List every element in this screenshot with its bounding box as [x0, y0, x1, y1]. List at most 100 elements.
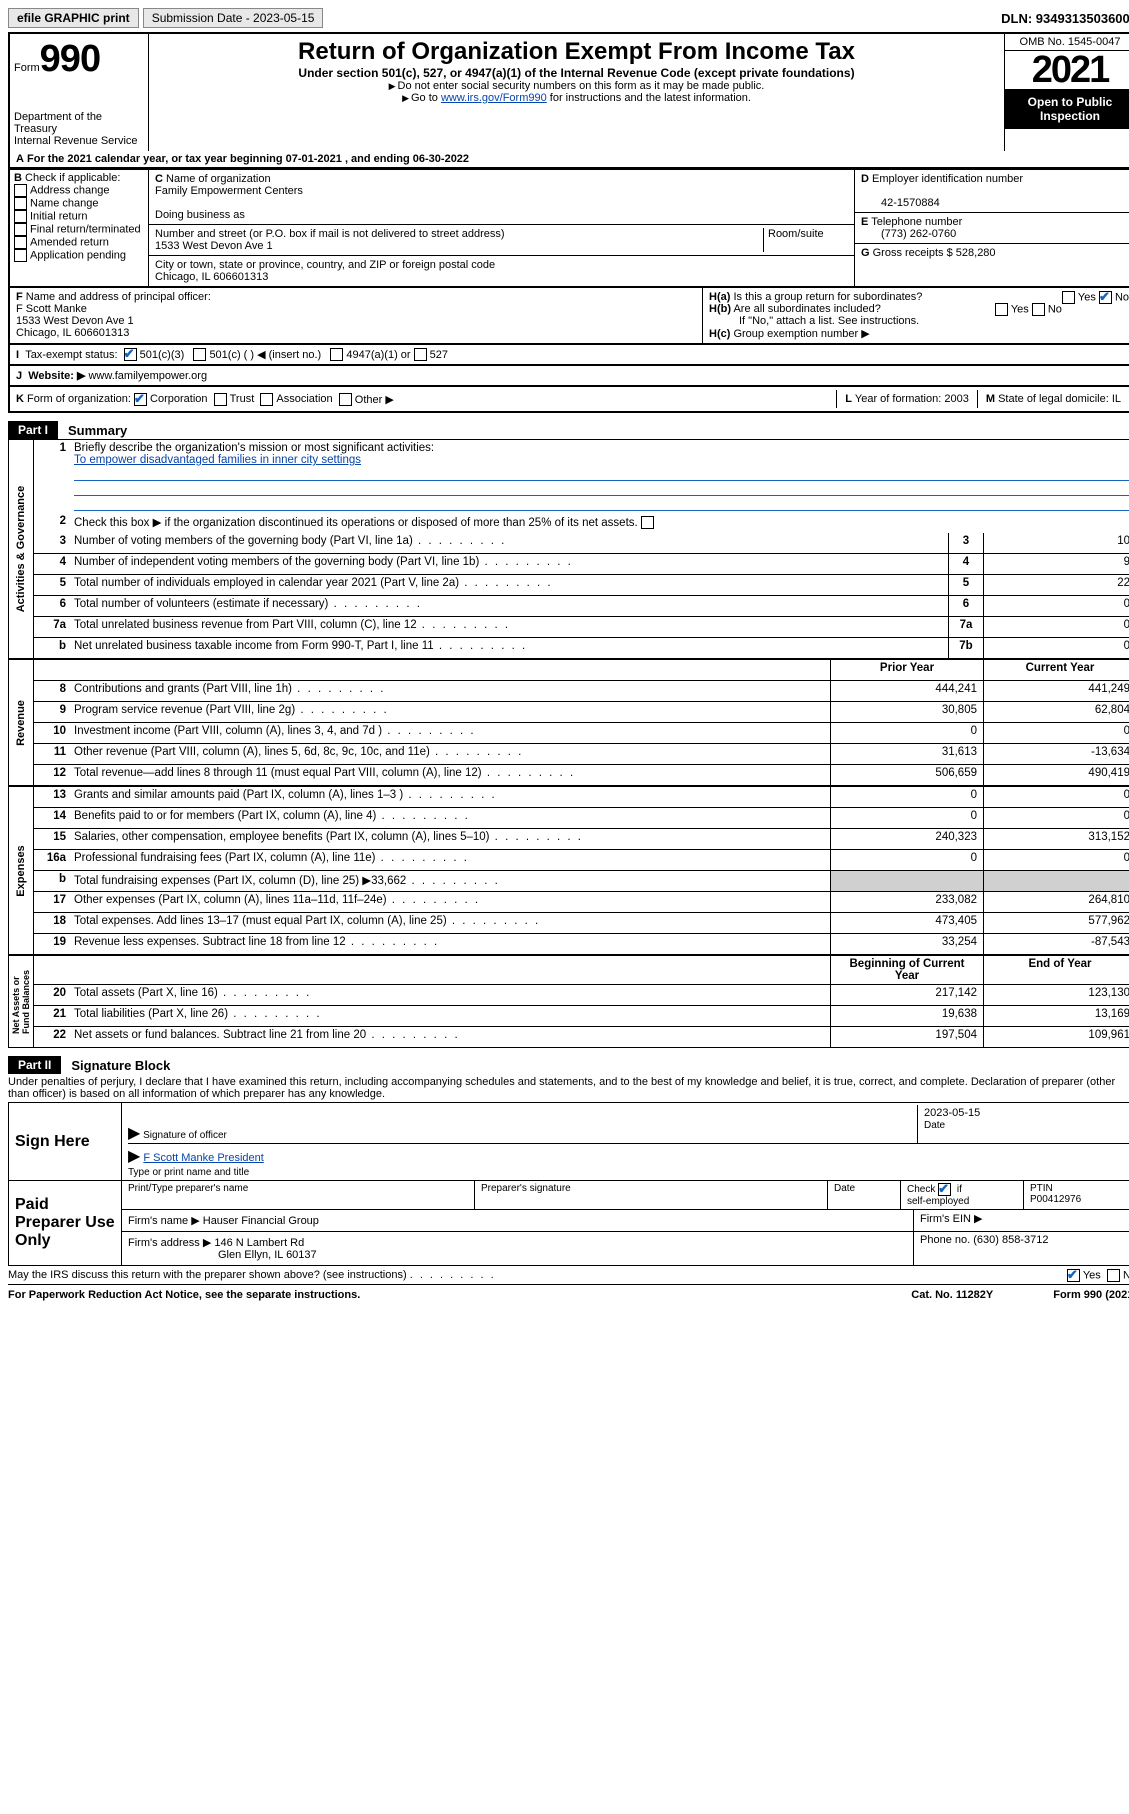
- chk-hb-yes[interactable]: [995, 303, 1008, 316]
- sig-officer-label: Signature of officer: [143, 1130, 227, 1141]
- activities-governance: Activities & Governance 1 Briefly descri…: [8, 439, 1129, 659]
- note-goto-prefix: Go to: [402, 92, 441, 104]
- chk-final-return[interactable]: [14, 223, 27, 236]
- officer-name: F Scott Manke: [16, 303, 87, 315]
- yes-label: Yes: [1078, 291, 1096, 303]
- phone-value: (773) 262-0760: [861, 228, 956, 240]
- i-opt-1: 501(c) ( ) ◀ (insert no.): [209, 348, 321, 361]
- sig-date: 2023-05-15: [924, 1107, 980, 1119]
- chk-discuss-no[interactable]: [1107, 1269, 1120, 1282]
- ptin-value: P00412976: [1030, 1194, 1081, 1205]
- part2-label: Part II: [8, 1056, 61, 1074]
- dln-value: DLN: 93493135036003: [1001, 11, 1129, 26]
- vside-expenses: Expenses: [15, 845, 27, 896]
- chk-name-change[interactable]: [14, 197, 27, 210]
- officer-addr1: 1533 West Devon Ave 1: [16, 315, 134, 327]
- k-opt-1: Trust: [230, 393, 255, 405]
- l-label: Year of formation:: [855, 393, 941, 405]
- chk-self-employed[interactable]: [938, 1183, 951, 1196]
- website-value: www.familyempower.org: [88, 370, 207, 382]
- summary-row: 21Total liabilities (Part X, line 26)19,…: [34, 1006, 1129, 1027]
- form-subtitle: Under section 501(c), 527, or 4947(a)(1)…: [157, 66, 996, 80]
- letter-i: I: [16, 349, 19, 361]
- firm-addr2: Glen Ellyn, IL 60137: [128, 1249, 317, 1261]
- a-line-text: For the 2021 calendar year, or tax year …: [27, 153, 469, 165]
- b-item-2: Initial return: [30, 210, 87, 222]
- firm-ein-label: Firm's EIN ▶: [920, 1213, 983, 1225]
- org-city: Chicago, IL 606601313: [155, 271, 268, 283]
- i-opt-3: 527: [430, 349, 448, 361]
- e-label: Telephone number: [871, 216, 962, 228]
- prep-sig-label: Preparer's signature: [474, 1181, 827, 1209]
- hb-note: If "No," attach a list. See instructions…: [709, 315, 919, 327]
- summary-row: 19Revenue less expenses. Subtract line 1…: [34, 934, 1129, 954]
- chk-address-change[interactable]: [14, 184, 27, 197]
- chk-initial-return[interactable]: [14, 210, 27, 223]
- chk-501c[interactable]: [193, 348, 206, 361]
- letter-k: K: [16, 393, 24, 405]
- irs-link[interactable]: www.irs.gov/Form990: [441, 92, 547, 104]
- letter-j: J: [16, 370, 22, 382]
- firm-phone-label: Phone no.: [920, 1234, 970, 1246]
- summary-row: 7aTotal unrelated business revenue from …: [34, 617, 1129, 638]
- summary-row: 13Grants and similar amounts paid (Part …: [34, 787, 1129, 808]
- dba-label: Doing business as: [155, 209, 245, 221]
- col-prior: Prior Year: [830, 660, 983, 680]
- chk-4947[interactable]: [330, 348, 343, 361]
- yes-label-2: Yes: [1011, 303, 1029, 315]
- summary-row: 16aProfessional fundraising fees (Part I…: [34, 850, 1129, 871]
- b-item-5: Application pending: [30, 249, 126, 261]
- letter-g: G: [861, 247, 870, 259]
- chk-other[interactable]: [339, 393, 352, 406]
- no-label-2: No: [1048, 303, 1062, 315]
- b-item-3: Final return/terminated: [30, 223, 141, 235]
- letter-b: B: [14, 172, 22, 184]
- officer-name-title: F Scott Manke President: [143, 1152, 263, 1164]
- form-title: Return of Organization Exempt From Incom…: [157, 38, 996, 66]
- part1-header: Part I Summary: [8, 421, 1129, 439]
- org-address: 1533 West Devon Ave 1: [155, 240, 273, 252]
- irs-label: Internal Revenue Service: [14, 135, 144, 147]
- mission-text[interactable]: To empower disadvantaged families in inn…: [74, 454, 361, 466]
- letter-f: F: [16, 291, 23, 303]
- prep-name-label: Print/Type preparer's name: [122, 1181, 474, 1209]
- chk-amended[interactable]: [14, 236, 27, 249]
- i-opt-2: 4947(a)(1) or: [346, 349, 410, 361]
- chk-527[interactable]: [414, 348, 427, 361]
- letter-m: M: [986, 393, 995, 405]
- d-label: Employer identification number: [872, 173, 1023, 185]
- chk-q2[interactable]: [641, 516, 654, 529]
- tax-year: 2021: [1005, 51, 1129, 89]
- chk-assoc[interactable]: [260, 393, 273, 406]
- declaration-text: Under penalties of perjury, I declare th…: [8, 1074, 1129, 1102]
- summary-row: bNet unrelated business taxable income f…: [34, 638, 1129, 658]
- q1-text: Briefly describe the organization's miss…: [74, 442, 434, 454]
- chk-discuss-yes[interactable]: [1067, 1269, 1080, 1282]
- f-label: Name and address of principal officer:: [26, 291, 211, 303]
- chk-ha-no[interactable]: [1099, 291, 1112, 304]
- chk-app-pending[interactable]: [14, 249, 27, 262]
- chk-hb-no[interactable]: [1032, 303, 1045, 316]
- form-header: Form990 Department of the Treasury Inter…: [8, 32, 1129, 151]
- top-toolbar: efile GRAPHIC print Submission Date - 20…: [8, 8, 1129, 28]
- page-footer: For Paperwork Reduction Act Notice, see …: [8, 1289, 1129, 1301]
- c-name-label: Name of organization: [166, 173, 271, 185]
- ein-value: 42-1570884: [861, 197, 940, 209]
- form-number: 990: [40, 38, 100, 80]
- chk-trust[interactable]: [214, 393, 227, 406]
- self-emp-label: self-employed: [907, 1196, 969, 1207]
- firm-addr1: 146 N Lambert Rd: [214, 1237, 304, 1249]
- col-current: Current Year: [983, 660, 1129, 680]
- summary-row: 5Total number of individuals employed in…: [34, 575, 1129, 596]
- firm-name: Hauser Financial Group: [203, 1215, 319, 1227]
- chk-ha-yes[interactable]: [1062, 291, 1075, 304]
- chk-501c3[interactable]: [124, 348, 137, 361]
- summary-row: 6Total number of volunteers (estimate if…: [34, 596, 1129, 617]
- note-ssn: Do not enter social security numbers on …: [157, 80, 996, 92]
- chk-corp[interactable]: [134, 393, 147, 406]
- part2-header: Part II Signature Block: [8, 1056, 1129, 1074]
- summary-row: 15Salaries, other compensation, employee…: [34, 829, 1129, 850]
- k-opt-2: Association: [276, 393, 332, 405]
- efile-button[interactable]: efile GRAPHIC print: [8, 8, 139, 28]
- info-grid: B Check if applicable: Address change Na…: [8, 169, 1129, 288]
